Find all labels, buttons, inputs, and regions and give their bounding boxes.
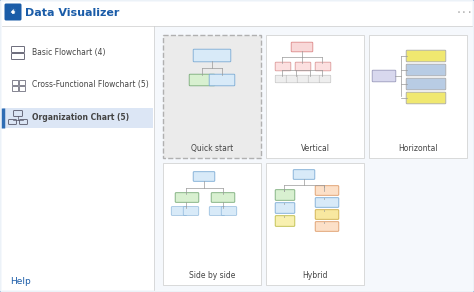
Text: ···: ··· [455,8,473,18]
FancyBboxPatch shape [266,35,364,157]
FancyBboxPatch shape [319,75,331,83]
Text: Side by side: Side by side [189,272,235,281]
Text: Hybrid: Hybrid [302,272,328,281]
FancyBboxPatch shape [211,193,235,202]
FancyBboxPatch shape [293,170,315,179]
FancyBboxPatch shape [193,172,215,181]
Text: ☃: ☃ [10,9,16,15]
FancyBboxPatch shape [275,62,291,71]
FancyBboxPatch shape [3,108,153,128]
FancyBboxPatch shape [266,163,364,285]
FancyBboxPatch shape [221,207,237,215]
Text: Organization Chart (5): Organization Chart (5) [32,114,129,123]
Text: Horizontal: Horizontal [398,144,438,153]
FancyBboxPatch shape [315,62,331,71]
FancyBboxPatch shape [275,203,295,213]
FancyBboxPatch shape [2,2,472,26]
FancyBboxPatch shape [209,74,235,86]
FancyBboxPatch shape [163,163,261,285]
FancyBboxPatch shape [275,190,295,200]
FancyBboxPatch shape [406,92,446,104]
FancyBboxPatch shape [315,222,339,231]
FancyBboxPatch shape [291,42,313,52]
Text: Quick start: Quick start [191,144,233,153]
Text: Vertical: Vertical [301,144,329,153]
FancyBboxPatch shape [372,70,396,82]
FancyBboxPatch shape [4,4,21,20]
Text: Data Visualizer: Data Visualizer [25,8,119,18]
FancyBboxPatch shape [171,207,187,215]
FancyBboxPatch shape [369,35,467,157]
FancyBboxPatch shape [189,74,215,86]
FancyBboxPatch shape [286,75,298,83]
FancyBboxPatch shape [295,62,311,71]
Text: Help: Help [10,277,31,286]
FancyBboxPatch shape [175,193,199,202]
Text: Cross-Functional Flowchart (5): Cross-Functional Flowchart (5) [32,81,149,90]
FancyBboxPatch shape [163,35,261,157]
Text: Basic Flowchart (4): Basic Flowchart (4) [32,48,106,56]
FancyBboxPatch shape [308,75,320,83]
FancyBboxPatch shape [183,207,199,215]
FancyBboxPatch shape [297,75,309,83]
FancyBboxPatch shape [275,216,295,226]
FancyBboxPatch shape [406,50,446,62]
FancyBboxPatch shape [315,210,339,219]
FancyBboxPatch shape [275,75,287,83]
FancyBboxPatch shape [406,64,446,76]
FancyBboxPatch shape [209,207,225,215]
FancyBboxPatch shape [2,26,154,290]
FancyBboxPatch shape [315,186,339,195]
FancyBboxPatch shape [315,198,339,207]
FancyBboxPatch shape [406,78,446,90]
FancyBboxPatch shape [193,49,231,62]
